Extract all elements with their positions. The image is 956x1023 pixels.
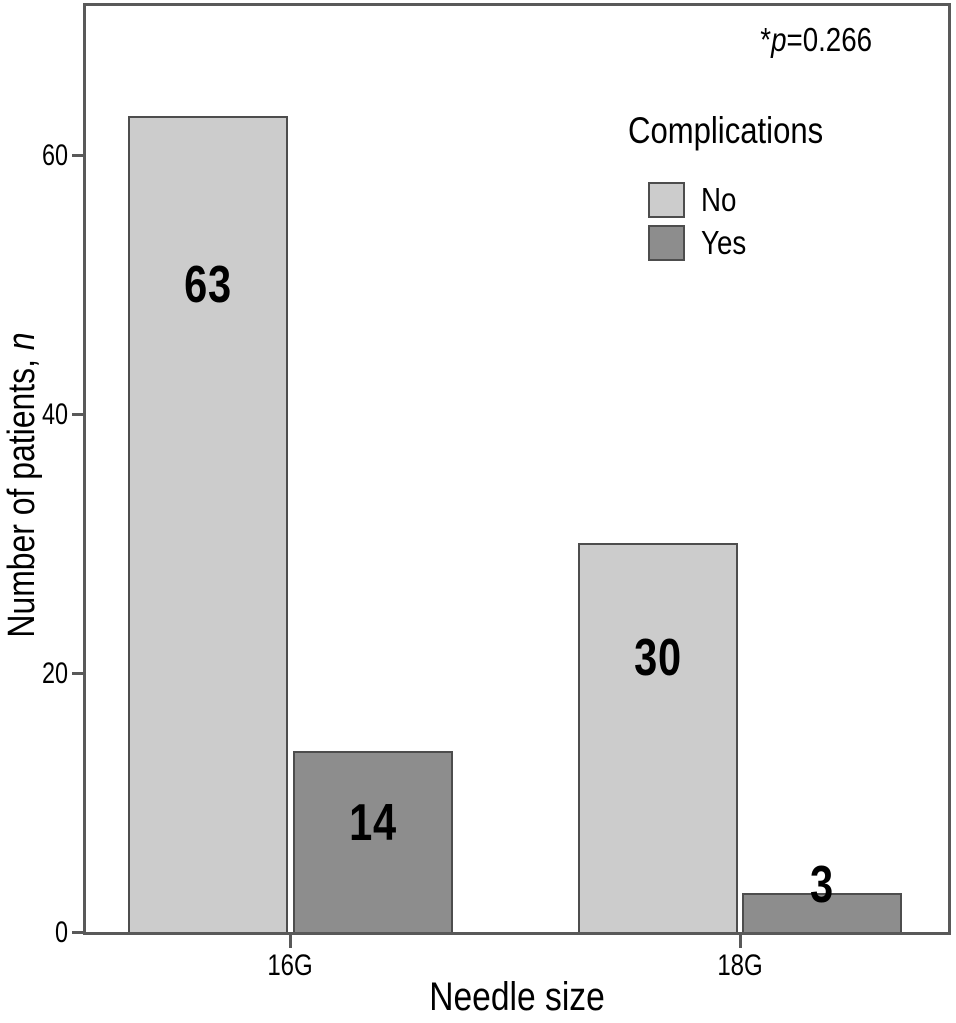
legend-label-no: No [701, 181, 737, 218]
annotation-star: * [760, 21, 772, 58]
bar-no-18g [578, 543, 738, 932]
y-axis-title-text: Number of patients, [1, 350, 43, 638]
legend-label-yes: Yes [701, 224, 747, 261]
x-category-label-18g: 18G [717, 949, 763, 982]
legend-swatch-yes [648, 225, 685, 261]
bar-no-16g [128, 116, 288, 932]
bar-yes-16g [293, 751, 453, 932]
y-tick-mark-20 [72, 672, 84, 675]
bar-value-label-yes-16g: 14 [349, 794, 397, 852]
y-axis-title: Number of patients, n [0, 275, 44, 695]
annotation-p-symbol: p [771, 21, 787, 58]
x-category-label-16g: 16G [267, 949, 313, 982]
legend-title: Complications [628, 110, 824, 151]
bar-value-label-no-18g: 30 [634, 629, 682, 687]
bar-value-label-yes-18g: 3 [810, 856, 834, 914]
bar-value-label-no-16g: 63 [184, 256, 232, 314]
y-tick-label-40: 40 [41, 398, 68, 431]
y-tick-label-60: 60 [41, 139, 68, 172]
legend-swatch-no [648, 182, 685, 218]
bar-yes-18g [742, 893, 902, 932]
y-tick-mark-40 [72, 413, 84, 416]
x-axis-title: Needle size [429, 975, 605, 1019]
y-axis-title-italic-n: n [1, 332, 43, 351]
y-tick-mark-0 [72, 931, 84, 934]
x-tick-mark-18g [739, 935, 742, 948]
x-tick-mark-16g [289, 935, 292, 948]
y-tick-label-0: 0 [54, 916, 68, 949]
plot-area: 63 14 30 3 [83, 3, 951, 935]
p-value-annotation: *p=0.266 [760, 22, 872, 58]
y-tick-label-20: 20 [41, 657, 68, 690]
y-tick-mark-60 [72, 154, 84, 157]
annotation-value: =0.266 [786, 21, 872, 58]
